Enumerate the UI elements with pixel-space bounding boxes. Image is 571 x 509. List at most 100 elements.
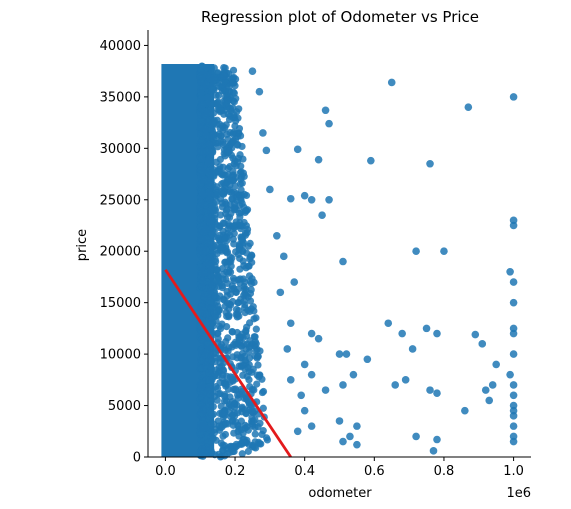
scatter-point — [353, 440, 361, 449]
scatter-point — [391, 381, 400, 389]
dense-cloud-point — [205, 188, 213, 196]
dense-cloud-point — [210, 76, 218, 84]
dense-cloud-point — [211, 312, 220, 320]
dense-cloud-point — [202, 246, 210, 254]
dense-cloud-point — [204, 177, 212, 185]
scatter-point — [426, 159, 434, 168]
dense-cloud-point — [197, 401, 206, 409]
scatter-point — [509, 381, 518, 389]
dense-cloud-point — [218, 199, 226, 207]
dense-cloud-point — [251, 333, 259, 341]
dense-cloud-point — [227, 413, 235, 421]
dense-cloud-point — [204, 340, 212, 348]
scatter-point — [283, 345, 292, 353]
scatter-point — [412, 432, 420, 441]
dense-cloud-point — [197, 89, 205, 97]
scatter-point — [279, 252, 288, 261]
dense-cloud-point — [228, 343, 236, 351]
scatter-point — [314, 334, 323, 343]
scatter-point — [429, 447, 438, 455]
dense-cloud-point — [223, 92, 231, 100]
dense-cloud-point — [203, 93, 212, 102]
dense-cloud-point — [198, 189, 206, 197]
scatter-point — [433, 329, 441, 338]
dense-cloud-point — [246, 255, 254, 263]
dense-cloud-point — [251, 430, 259, 438]
dense-cloud-point — [252, 340, 260, 348]
scatter-point — [485, 396, 494, 405]
dense-cloud-point — [209, 202, 217, 210]
dense-cloud-point — [212, 158, 220, 166]
dense-cloud-point — [214, 143, 222, 151]
dense-cloud-point — [230, 206, 238, 214]
dense-cloud-point — [238, 450, 246, 458]
dense-cloud-point — [209, 322, 217, 330]
dense-cloud-point — [234, 129, 243, 137]
dense-cloud-point — [210, 135, 218, 143]
dense-cloud-point — [206, 304, 215, 312]
dense-cloud-point — [233, 351, 241, 359]
scatter-point — [307, 195, 316, 204]
dense-cloud-point — [211, 370, 219, 379]
dense-cloud-point — [246, 239, 254, 247]
dense-cloud-point — [209, 85, 217, 93]
dense-cloud-point — [210, 242, 218, 250]
dense-cloud-point — [234, 421, 242, 429]
dense-cloud-point — [221, 184, 229, 192]
dense-cloud-point — [204, 71, 212, 79]
dense-cloud-point — [197, 155, 206, 163]
dense-cloud-point — [235, 246, 243, 254]
dense-cloud-point — [209, 402, 217, 411]
dense-cloud-point — [243, 229, 251, 237]
dense-cloud-point — [220, 296, 228, 304]
dense-cloud-point — [230, 110, 238, 119]
dense-cloud-point — [231, 223, 239, 231]
scatter-point — [307, 422, 316, 430]
dense-cloud-point — [205, 140, 213, 149]
dense-cloud-point — [226, 373, 235, 381]
scatter-points — [248, 67, 518, 455]
dense-cloud-point — [255, 438, 263, 446]
scatter-point — [339, 437, 347, 446]
scatter-point — [321, 386, 330, 394]
scatter-point — [509, 437, 518, 446]
dense-cloud-point — [209, 434, 217, 443]
dense-cloud-point — [199, 228, 208, 236]
dense-cloud-point — [240, 297, 248, 305]
dense-cloud-point — [233, 409, 242, 417]
dense-cloud-point — [218, 107, 226, 115]
scatter-point — [286, 194, 295, 203]
dense-cloud-point — [218, 409, 226, 417]
dense-cloud-point — [241, 406, 249, 414]
dense-cloud-point — [214, 335, 222, 343]
scatter-point — [509, 391, 518, 400]
scatter-point — [509, 298, 518, 307]
scatter-point — [325, 195, 333, 204]
y-tick-label: 0 — [133, 451, 141, 466]
dense-cloud-point — [235, 362, 243, 370]
dense-cloud-point — [217, 170, 226, 178]
dense-cloud-point — [205, 376, 214, 384]
dense-cloud-point — [198, 62, 206, 70]
scatter-point — [492, 360, 500, 369]
dense-cloud-point — [210, 228, 218, 236]
dense-cloud-point — [246, 383, 254, 391]
dense-cloud-point — [209, 181, 217, 189]
scatter-point — [290, 278, 299, 286]
scatter-point — [276, 288, 285, 297]
scatter-point — [307, 329, 316, 338]
scatter-point — [255, 87, 264, 96]
y-axis-ticks: 0 5000 10000 15000 20000 25000 30000 35000 40000 — [100, 39, 148, 466]
scatter-point — [248, 67, 257, 75]
scatter-point — [509, 278, 518, 286]
scatter-point — [325, 119, 333, 128]
scatter-point — [297, 391, 306, 400]
x-tick-label: 0.2 — [225, 464, 246, 479]
dense-cloud-point — [247, 286, 255, 294]
dense-cloud-point — [230, 98, 238, 106]
dense-cloud-point — [240, 285, 248, 293]
dense-cloud-point — [222, 419, 230, 427]
dense-cloud-point — [208, 388, 217, 396]
scatter-point — [426, 386, 434, 394]
dense-cloud-point — [236, 219, 244, 227]
